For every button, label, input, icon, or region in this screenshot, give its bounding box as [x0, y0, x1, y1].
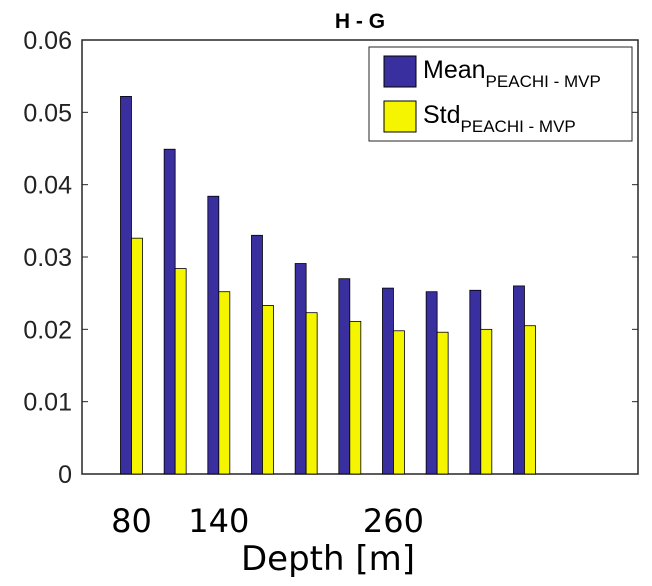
legend-label-std-name: Std — [423, 101, 461, 129]
bar-mean-140 — [207, 195, 220, 475]
bar-mean-80 — [120, 96, 132, 475]
bar-std-140 — [218, 291, 231, 475]
bar-std-170 — [262, 305, 274, 475]
bar-std-350 — [524, 325, 536, 475]
y-tick-label: 0.01 — [23, 389, 72, 417]
bar-mean-260 — [382, 287, 394, 475]
y-tick-label: 0.04 — [23, 172, 72, 200]
bar-std-290 — [436, 331, 449, 475]
bars-group — [120, 96, 536, 475]
bar-mean-350 — [513, 285, 525, 475]
x-tick-label: 80 — [111, 502, 152, 540]
bar-mean-170 — [251, 234, 263, 475]
legend-label-mean-name: Mean — [423, 56, 486, 84]
y-tick-label: 0.03 — [23, 244, 72, 272]
bar-std-230 — [349, 320, 362, 475]
legend: MeanPEACHI - MVP StdPEACHI - MVP — [368, 46, 633, 142]
legend-label-std: StdPEACHI - MVP — [423, 101, 576, 136]
bar-mean-320 — [469, 289, 482, 475]
x-axis-tick-labels: 80 140 260 — [111, 502, 424, 540]
y-tick-label: 0.06 — [23, 27, 72, 55]
bar-std-110 — [174, 268, 187, 475]
bar-mean-110 — [163, 148, 176, 475]
y-tick-label: 0 — [58, 461, 72, 489]
x-tick-label: 140 — [188, 502, 249, 540]
y-axis-ticks: 0 0.01 0.02 0.03 0.04 0.05 0.06 — [23, 27, 638, 489]
x-axis-title: Depth [m] — [241, 539, 415, 579]
legend-label-std-subscript: PEACHI - MVP — [461, 117, 576, 136]
bar-std-200 — [305, 312, 318, 475]
bar-mean-200 — [294, 263, 307, 475]
bar-std-320 — [480, 328, 493, 475]
legend-label-mean: MeanPEACHI - MVP — [423, 56, 601, 91]
chart-title: H - G — [335, 10, 385, 33]
y-tick-label: 0.02 — [23, 316, 72, 344]
legend-swatch-std — [383, 100, 417, 133]
x-tick-label: 260 — [363, 502, 424, 540]
legend-swatch-mean — [383, 55, 417, 88]
bar-std-80 — [131, 237, 143, 475]
legend-label-mean-subscript: PEACHI - MVP — [486, 72, 601, 91]
bar-mean-290 — [425, 291, 438, 475]
y-tick-label: 0.05 — [23, 99, 72, 127]
bar-mean-230 — [338, 278, 351, 475]
bar-std-260 — [393, 330, 405, 475]
